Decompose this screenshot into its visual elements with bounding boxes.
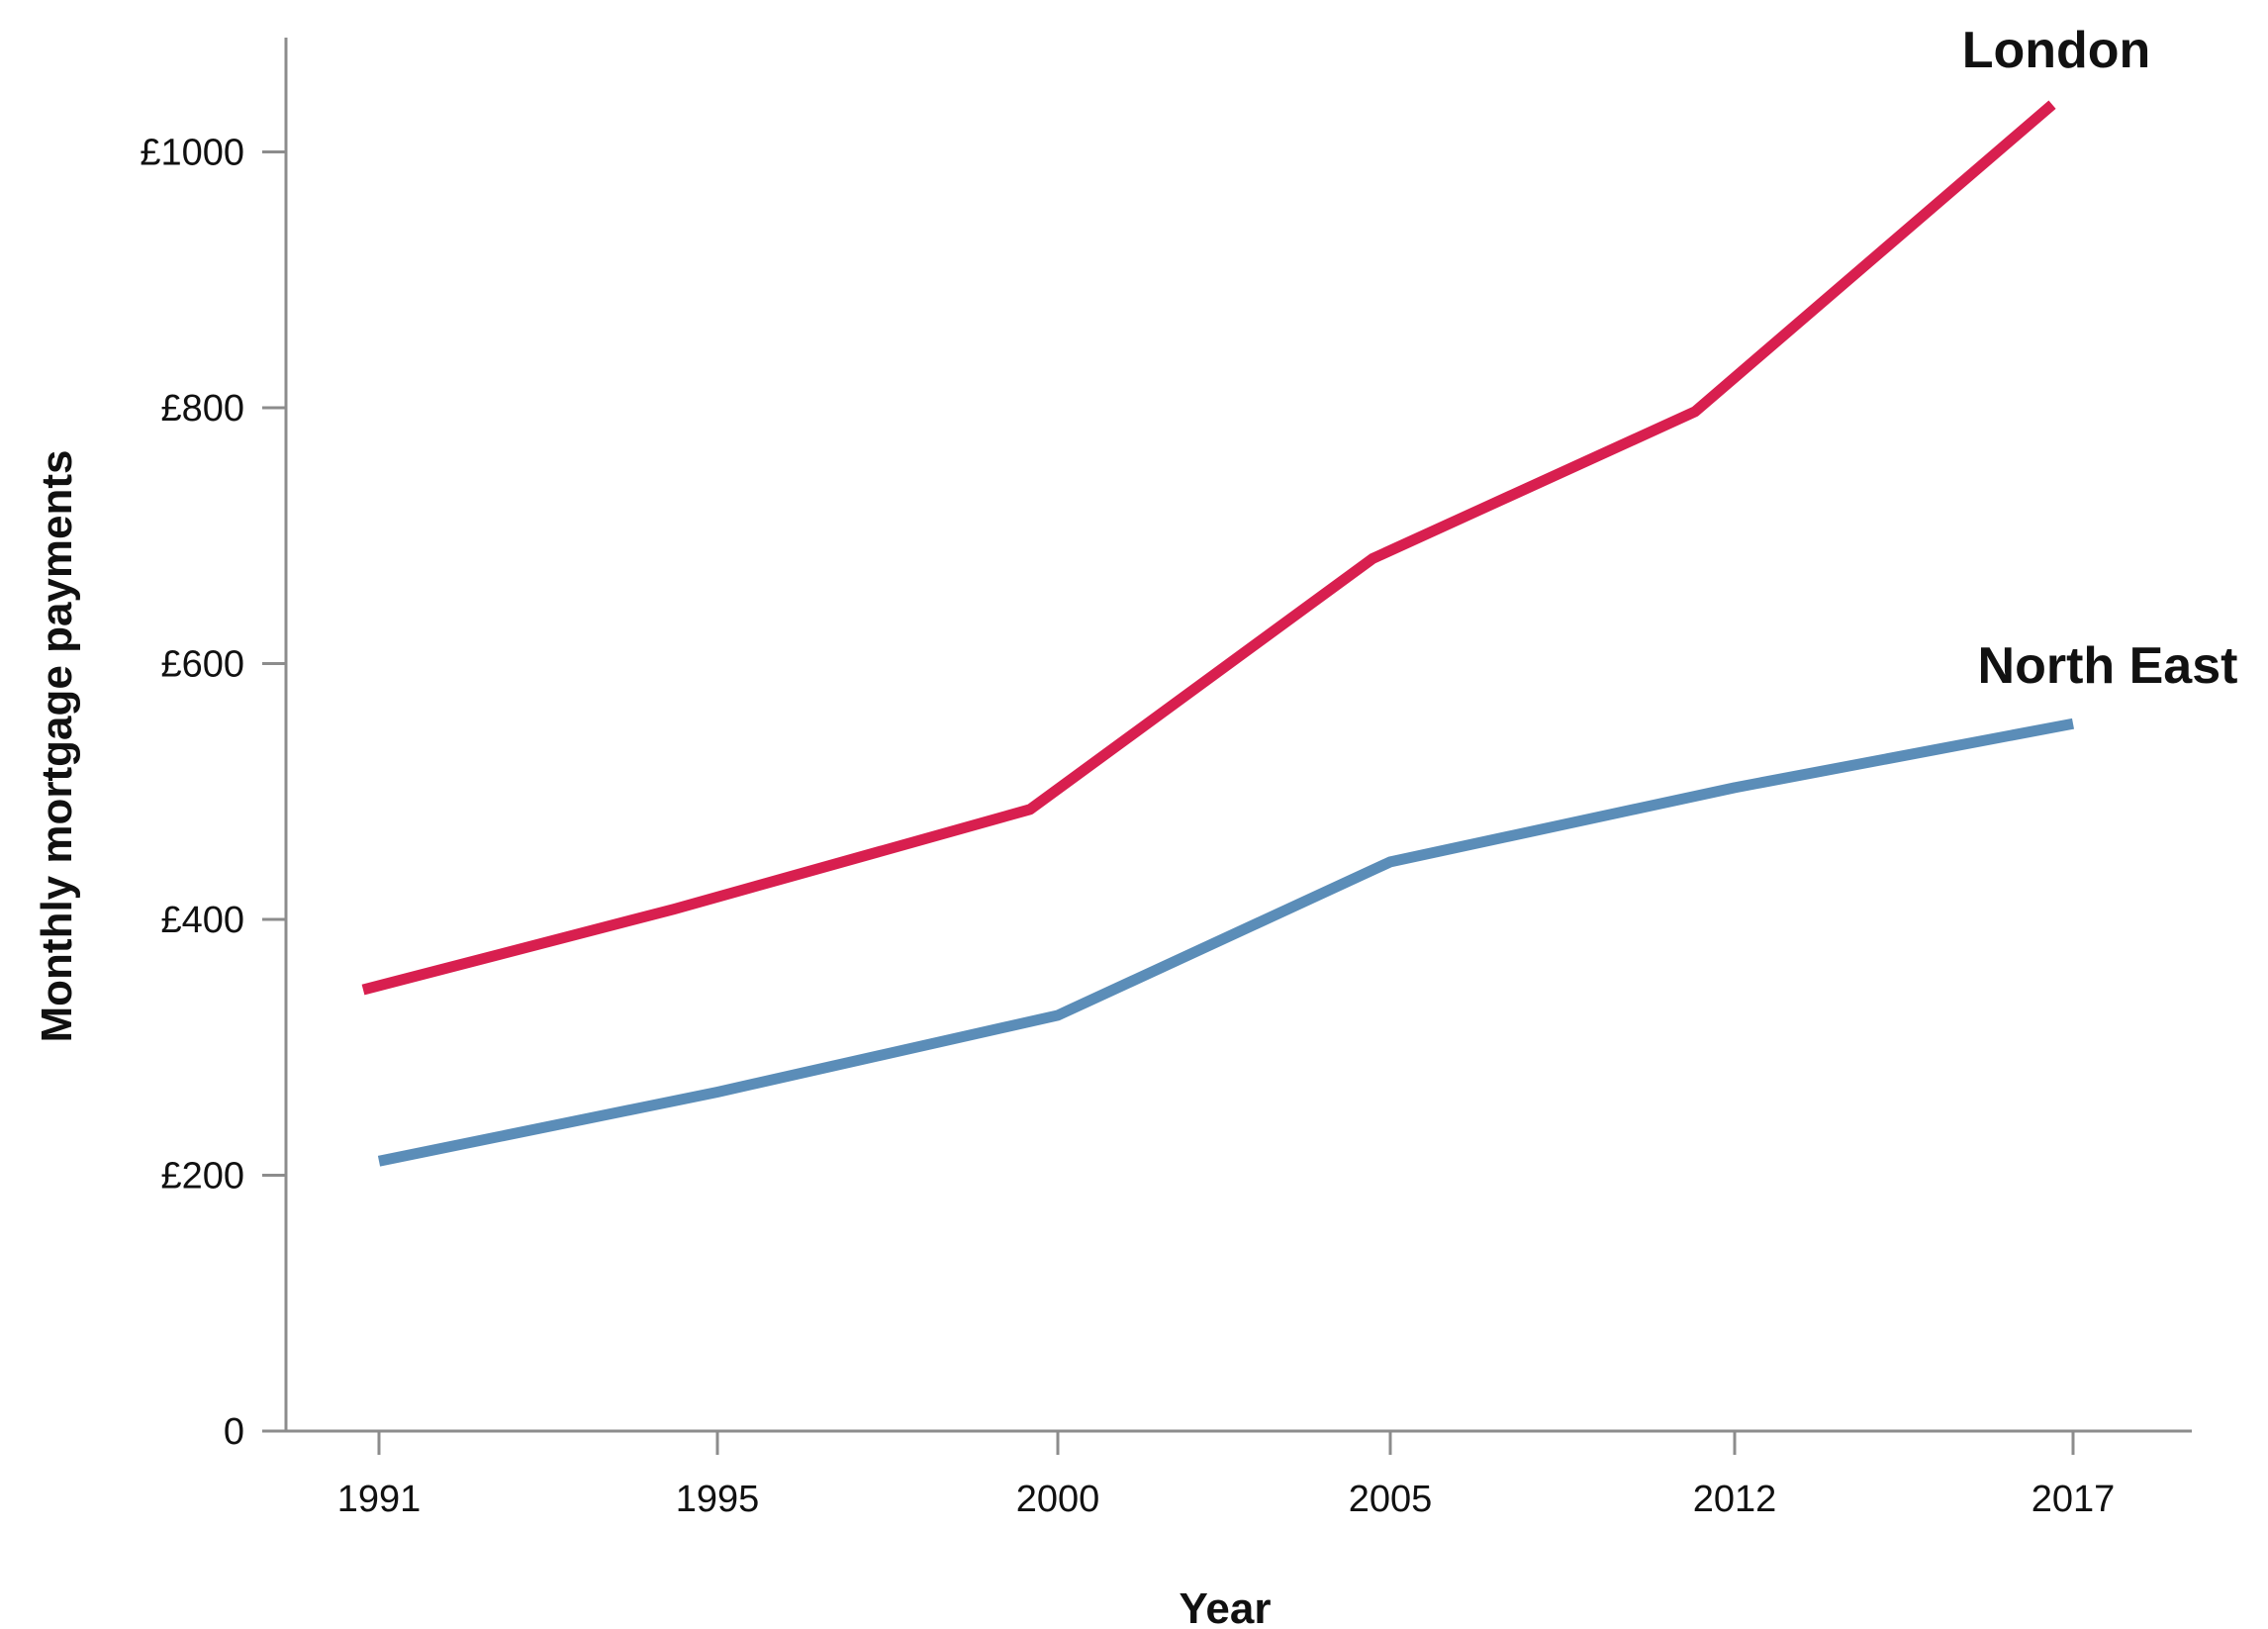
y-tick-label: £1000 [140, 133, 244, 174]
y-tick-label: £400 [160, 900, 244, 941]
y-tick-label: £200 [160, 1156, 244, 1198]
x-tick-label: 2012 [1693, 1479, 1777, 1520]
x-tick-label: 1995 [676, 1479, 760, 1520]
series-line-london [361, 100, 2056, 996]
y-tick-label: £600 [160, 644, 244, 686]
series-labels: London North East [1962, 22, 2238, 695]
x-axis-ticks: 1991 1995 2000 2005 2012 2017 [337, 1431, 2116, 1520]
series-label-london: London [1962, 22, 2151, 79]
x-axis-title: Year [1180, 1584, 1272, 1629]
axes [262, 38, 2192, 1433]
x-tick-label: 1991 [337, 1479, 422, 1520]
series-label-north-east: North East [1978, 637, 2238, 695]
series-line-north-east [377, 718, 2075, 1167]
y-axis-title: Monthly mortgage payments [33, 450, 81, 1043]
y-axis-ticks: 0 £200 £400 £600 £800 £1000 [140, 133, 286, 1453]
x-tick-label: 2017 [2032, 1479, 2116, 1520]
x-tick-label: 2000 [1016, 1479, 1100, 1520]
x-tick-label: 2005 [1349, 1479, 1433, 1520]
y-tick-label: £800 [160, 388, 244, 430]
y-tick-label: 0 [224, 1411, 244, 1453]
series-lines [361, 100, 2075, 1167]
